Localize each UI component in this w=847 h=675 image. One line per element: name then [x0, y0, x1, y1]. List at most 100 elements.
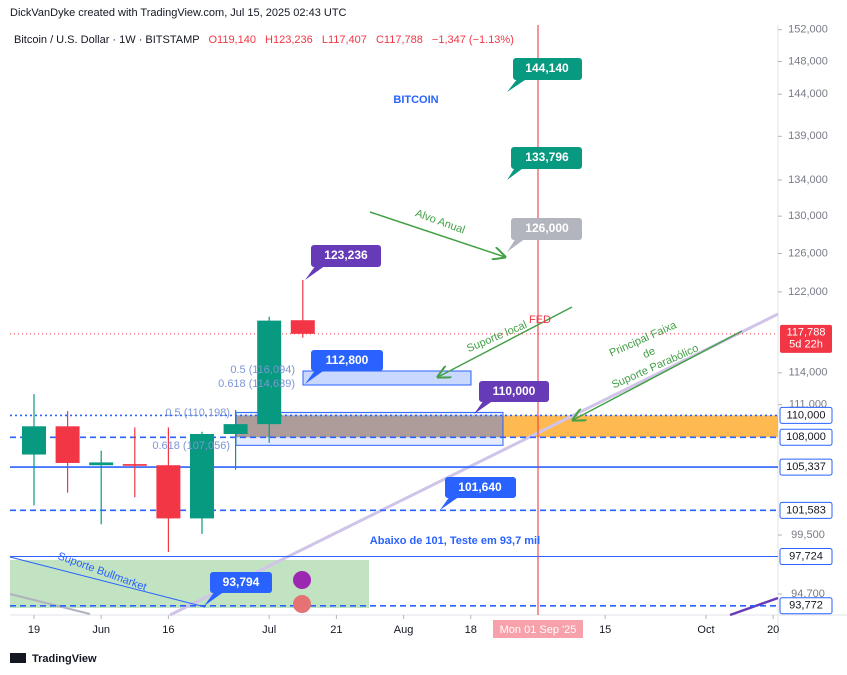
- y-tick-label: 144,000: [788, 88, 828, 100]
- callout-tail: [440, 496, 460, 510]
- annotation: FED: [529, 314, 551, 326]
- callout-tail: [507, 238, 526, 252]
- headline: BITCOIN: [393, 94, 438, 106]
- callout: [511, 147, 582, 169]
- x-tick-label: 19: [28, 624, 40, 636]
- arrow: [438, 306, 573, 377]
- annotation: Abaixo de 101, Teste em 93,7 mil: [370, 535, 540, 547]
- callout-text: 123,236: [324, 248, 368, 262]
- candle-body: [21, 426, 46, 455]
- y-tick-label: 114,000: [789, 367, 828, 379]
- x-tick-label: Jun: [92, 624, 110, 636]
- callout-tail: [507, 166, 526, 180]
- last-price-box: [780, 324, 832, 353]
- fib-label: 0.618 (114,639): [218, 378, 295, 390]
- plot-area: [10, 25, 778, 615]
- price-label: 97,724: [789, 550, 823, 562]
- arrow: [573, 330, 743, 420]
- y-tick-label: 148,000: [788, 55, 828, 67]
- callout: [311, 350, 383, 371]
- price-label-box: [779, 597, 833, 615]
- price-label-box: [779, 548, 833, 566]
- support-zone: [236, 415, 503, 438]
- fib-zone: [302, 370, 472, 386]
- y-tick-label: 130,000: [788, 210, 828, 222]
- y-tick-label: 152,000: [788, 24, 828, 36]
- price-label-box: [779, 406, 833, 424]
- x-tick-label: 18: [465, 624, 477, 636]
- logo: [10, 653, 26, 663]
- cursor-label: Mon 01 Sep '25: [500, 624, 577, 636]
- x-tick-label: Jul: [262, 624, 276, 636]
- price-label-box: [779, 428, 833, 446]
- fib-label: 0.618 (107,056): [152, 440, 230, 452]
- fib-label: 0.5 (110,198): [165, 407, 230, 419]
- y-tick-label: 94,700: [791, 588, 825, 600]
- ohlc: O119,140: [208, 34, 256, 46]
- trend-line: [9, 556, 206, 608]
- candle-body: [223, 424, 248, 434]
- fib-label: 0.5 (116,094): [230, 364, 295, 376]
- price-label-box: [779, 501, 833, 519]
- symbol: Bitcoin / U.S. Dollar · 1W · BITSTAMP: [14, 34, 199, 46]
- candle-body: [89, 462, 114, 466]
- callout-tail: [204, 591, 225, 606]
- y-tick-label: 99,500: [791, 529, 825, 541]
- x-tick-label: Aug: [394, 624, 414, 636]
- y-tick-label: 134,000: [788, 174, 828, 186]
- arrow: [369, 211, 505, 257]
- parabolic-support-line: [169, 312, 779, 617]
- annotation: de: [641, 345, 657, 361]
- price-lines: [10, 25, 778, 615]
- cursor-label-box: [492, 620, 583, 638]
- candle-body: [290, 320, 315, 334]
- callout: [445, 477, 516, 498]
- callout-text: 126,000: [525, 221, 569, 235]
- price-label: 110,000: [787, 409, 826, 421]
- watermark: TradingView: [32, 653, 97, 665]
- callout-text: 110,000: [493, 384, 536, 398]
- y-tick-label: 126,000: [788, 247, 828, 259]
- candle-body: [156, 465, 181, 519]
- callout: [210, 572, 272, 593]
- x-tick-label: 21: [330, 624, 342, 636]
- callout-text: 101,640: [458, 480, 502, 494]
- callout-tail: [305, 369, 326, 384]
- ohlc: C117,788: [376, 34, 423, 46]
- trend-line: [9, 593, 91, 615]
- callout: [511, 218, 582, 240]
- callout: [479, 381, 549, 402]
- event-icon[interactable]: [293, 595, 311, 613]
- price-label: 105,337: [786, 461, 826, 473]
- callout-text: 144,140: [525, 61, 569, 75]
- callout: [513, 58, 582, 80]
- callout-tail: [474, 400, 494, 414]
- support-zone: [10, 560, 369, 608]
- axes: 152,000 148,000 144,000 139,000 134,000 130,0…: [28, 24, 833, 638]
- price-label: 108,000: [786, 431, 826, 443]
- y-tick-label: 139,000: [788, 130, 828, 142]
- price-label: 101,583: [786, 504, 826, 516]
- candle-body: [122, 464, 147, 466]
- countdown: 5d 22h: [789, 339, 823, 351]
- candle-body: [55, 426, 80, 463]
- support-zone: [502, 415, 778, 438]
- price-label: 93,772: [789, 600, 823, 612]
- event-icon[interactable]: [293, 571, 311, 589]
- candles: [21, 279, 315, 552]
- callout-text: 133,796: [525, 150, 569, 164]
- ohlc: −1,347 (−1.13%): [432, 34, 514, 46]
- credit: DickVanDyke created with TradingView.com…: [10, 7, 347, 19]
- x-tick-label: 15: [599, 624, 611, 636]
- callout-tail: [507, 78, 528, 92]
- last-price-label: 117,788: [787, 327, 826, 339]
- price-label-box: [779, 458, 833, 476]
- x-tick-label: Oct: [697, 624, 714, 636]
- callout: [311, 245, 381, 267]
- candle-body: [189, 433, 214, 519]
- callout-tail: [305, 265, 326, 280]
- legend: Bitcoin / U.S. Dollar · 1W · BITSTAMP O1…: [14, 34, 514, 46]
- y-tick-label: 122,000: [788, 286, 828, 298]
- candle-body: [257, 320, 282, 425]
